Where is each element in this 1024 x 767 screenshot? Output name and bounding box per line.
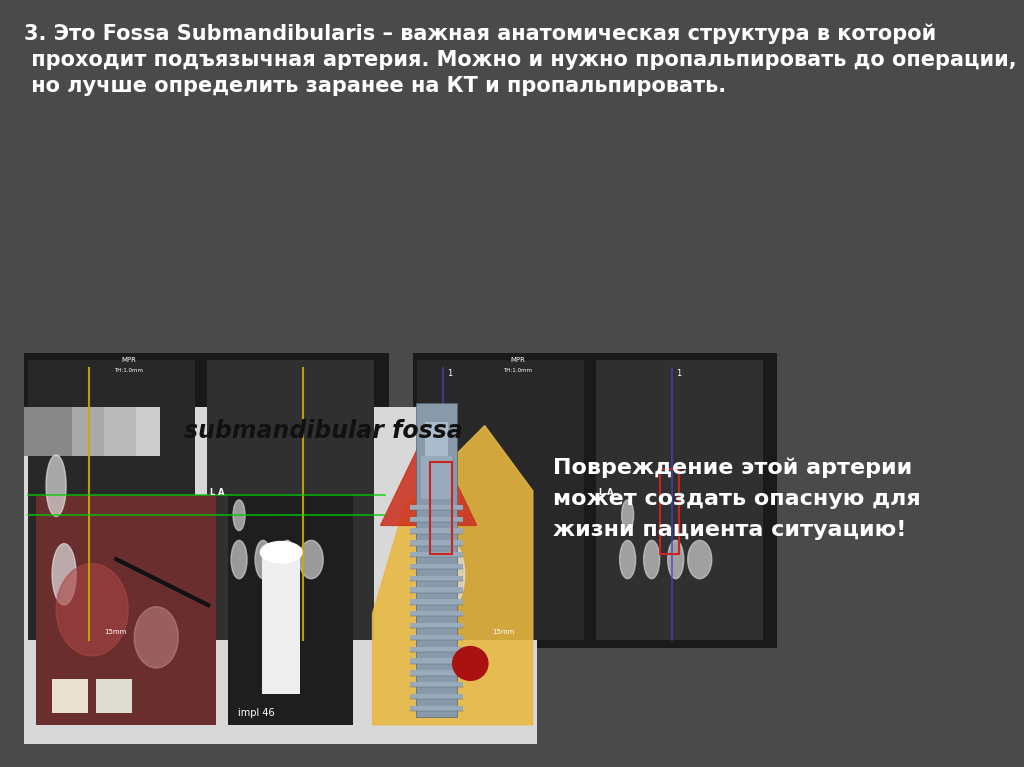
- Ellipse shape: [46, 455, 67, 516]
- Text: 15mm: 15mm: [104, 629, 127, 635]
- Text: impl 46: impl 46: [238, 708, 274, 718]
- Bar: [411, 706, 463, 711]
- Text: submandibular fossa: submandibular fossa: [184, 419, 463, 443]
- Text: MPR: MPR: [510, 357, 525, 363]
- Bar: [411, 516, 463, 522]
- Ellipse shape: [668, 540, 684, 579]
- Bar: [659, 469, 679, 554]
- Bar: [52, 679, 88, 713]
- Circle shape: [453, 647, 487, 680]
- Bar: [416, 403, 458, 717]
- Bar: [411, 647, 463, 652]
- Text: 15mm: 15mm: [493, 629, 515, 635]
- Bar: [411, 540, 463, 545]
- Text: L: L: [598, 488, 603, 496]
- Bar: [411, 564, 463, 569]
- Bar: [411, 635, 463, 640]
- Text: A: A: [607, 488, 613, 496]
- Ellipse shape: [440, 544, 465, 605]
- Bar: [411, 694, 463, 700]
- Bar: [96, 679, 132, 713]
- Text: TH:1.0mm: TH:1.0mm: [503, 368, 532, 373]
- Bar: [411, 611, 463, 617]
- Text: MPR: MPR: [122, 357, 136, 363]
- Bar: [72, 407, 104, 456]
- Text: 1: 1: [676, 369, 681, 378]
- Ellipse shape: [280, 540, 295, 579]
- Ellipse shape: [299, 540, 324, 579]
- Bar: [430, 462, 452, 554]
- Ellipse shape: [260, 542, 302, 563]
- Text: Повреждение этой артерии
может создать опасную для
жизни пациента ситуацию!: Повреждение этой артерии может создать о…: [553, 457, 921, 540]
- Bar: [411, 599, 463, 604]
- Text: L: L: [210, 488, 215, 496]
- Bar: [24, 407, 537, 744]
- Ellipse shape: [233, 500, 245, 531]
- Bar: [36, 495, 216, 725]
- Bar: [411, 682, 463, 687]
- Bar: [411, 575, 463, 581]
- Bar: [28, 360, 195, 640]
- Polygon shape: [373, 426, 532, 725]
- Bar: [596, 360, 763, 640]
- Ellipse shape: [255, 540, 271, 579]
- Bar: [411, 658, 463, 663]
- Bar: [411, 670, 463, 676]
- Polygon shape: [381, 426, 477, 525]
- Text: TH:1.0mm: TH:1.0mm: [115, 368, 143, 373]
- Bar: [411, 528, 463, 534]
- Bar: [411, 552, 463, 558]
- Bar: [425, 422, 447, 456]
- Ellipse shape: [231, 540, 247, 579]
- Bar: [136, 407, 160, 456]
- Text: 1: 1: [447, 369, 453, 378]
- Ellipse shape: [644, 540, 659, 579]
- Text: 3. Это Fossa Submandibularis – важная анатомическая структура в которой
 проходи: 3. Это Fossa Submandibularis – важная ан…: [24, 23, 1017, 97]
- Bar: [411, 505, 463, 510]
- Bar: [413, 353, 777, 648]
- Ellipse shape: [56, 564, 128, 656]
- Text: A: A: [218, 488, 224, 496]
- Bar: [422, 456, 452, 499]
- Bar: [104, 407, 136, 456]
- Bar: [262, 552, 300, 694]
- Bar: [411, 623, 463, 628]
- Bar: [24, 407, 72, 456]
- Bar: [24, 353, 388, 648]
- Ellipse shape: [52, 544, 76, 605]
- Ellipse shape: [622, 500, 634, 531]
- Ellipse shape: [688, 540, 712, 579]
- Bar: [411, 588, 463, 593]
- Bar: [207, 360, 374, 640]
- Bar: [228, 495, 352, 725]
- Ellipse shape: [620, 540, 636, 579]
- Ellipse shape: [134, 607, 178, 668]
- Bar: [417, 360, 584, 640]
- Ellipse shape: [434, 455, 455, 516]
